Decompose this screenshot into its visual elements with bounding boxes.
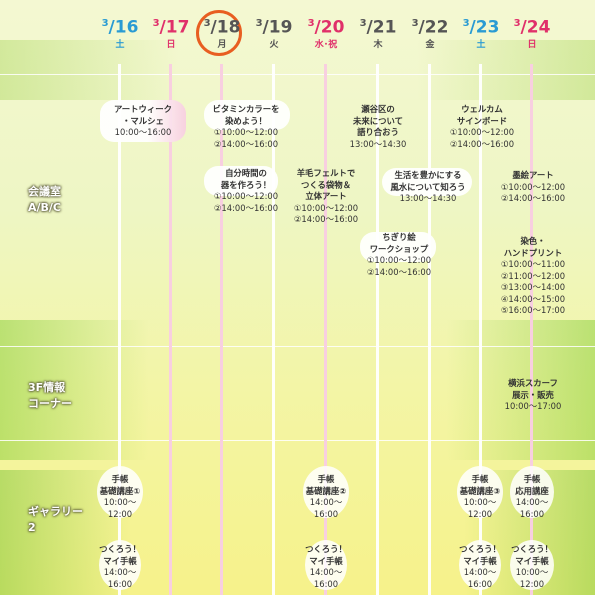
event-felt-bag-art: 羊毛フェルトで つくる袋物＆ 立体アート ①10:00～12:00 ②14:00～16… — [293, 168, 359, 224]
event-bubble — [510, 466, 554, 518]
event-make-my-planner-3-20: つくろう！ マイ手帳 14:00～ 16:00 — [305, 544, 347, 589]
event-bubble — [99, 540, 141, 590]
room-label-conference: 会議室 A/B/C — [28, 185, 62, 214]
day-line-3-17 — [169, 64, 172, 595]
event-bubble — [100, 100, 186, 142]
background-band — [0, 40, 595, 100]
day-header-3-16: 3/16 土 — [101, 17, 139, 50]
day-line-3-21 — [376, 64, 379, 595]
event-bubble — [305, 540, 347, 590]
event-planner-basic-2: 手帳 基礎講座② 14:00～ 16:00 — [305, 474, 347, 519]
event-dye-hand-print: 染色・ ハンドプリント ①10:00～11:00 ②11:00～12:00 ③13:0… — [500, 236, 566, 315]
day-header-3-18: 3/18 月 — [203, 17, 241, 50]
room-label-gallery: ギャラリー 2 — [28, 505, 83, 534]
event-art-week-marche: アートウィーク ・マルシェ 10:00～16:00 — [113, 104, 173, 137]
day-line-3-23 — [479, 64, 482, 595]
event-planner-advanced: 手帳 応用講座 14:00～ 16:00 — [515, 474, 549, 519]
event-bubble — [459, 540, 501, 590]
day-header-3-20: 3/20 水･祝 — [307, 17, 345, 50]
event-make-my-planner-3-24: つくろう！ マイ手帳 10:00～ 12:00 — [511, 544, 553, 589]
day-line-3-16 — [118, 64, 121, 595]
day-line-3-20 — [324, 64, 327, 595]
event-bubble — [303, 466, 349, 518]
event-fengshui-talk: 生活を豊かにする 風水について知ろう 13:00～14:30 — [390, 170, 466, 203]
today-marker-circle — [196, 10, 242, 56]
event-planner-basic-1: 手帳 基礎講座① 10:00～ 12:00 — [99, 474, 141, 519]
event-bubble — [382, 168, 472, 196]
day-line-3-18 — [220, 64, 223, 595]
day-header-3-24: 3/24 日 — [513, 17, 551, 50]
day-header-3-23: 3/23 土 — [462, 17, 500, 50]
day-line-3-24 — [530, 64, 533, 595]
event-bubble — [204, 166, 278, 196]
event-my-time-vessel: 自分時間の 器を作ろう！ ①10:00～12:00 ②14:00～16:00 — [213, 168, 279, 213]
day-line-3-22 — [428, 64, 431, 595]
day-header-3-17: 3/17 日 — [152, 17, 190, 50]
divider — [0, 440, 595, 441]
divider — [0, 74, 595, 75]
background-band — [0, 470, 595, 595]
day-header-3-21: 3/21 木 — [359, 17, 397, 50]
event-bubble — [204, 100, 290, 130]
event-seya-future-talk: 瀬谷区の 未来について 語り合おう 13:00～14:30 — [349, 104, 407, 149]
divider — [0, 346, 595, 347]
event-chigiri-e-workshop: ちぎり絵 ワークショップ ①10:00～12:00 ②14:00～16:00 — [366, 232, 432, 277]
day-header-3-22: 3/22 金 — [411, 17, 449, 50]
event-sumi-e-art: 墨絵アート ①10:00～12:00 ②14:00～16:00 — [500, 170, 566, 203]
day-line-3-19 — [272, 64, 275, 595]
event-vitamin-color-dyeing: ビタミンカラーを 染めよう！ ①10:00～12:00 ②14:00～16:00 — [212, 104, 280, 149]
background-band — [0, 320, 595, 460]
event-welcome-signboard: ウェルカム サインボード ①10:00～12:00 ②14:00～16:00 — [449, 104, 515, 149]
day-header-3-19: 3/19 火 — [255, 17, 293, 50]
event-bubble — [510, 540, 554, 590]
room-label-info-corner: 3F情報 コーナー — [28, 381, 72, 410]
event-planner-basic-3: 手帳 基礎講座③ 10:00～ 12:00 — [459, 474, 501, 519]
event-bubble — [360, 232, 436, 262]
event-yokohama-scarf: 横浜スカーフ 展示・販売 10:00～17:00 — [504, 378, 562, 411]
event-make-my-planner-3-16: つくろう！ マイ手帳 14:00～ 16:00 — [99, 544, 141, 589]
event-bubble — [97, 466, 143, 518]
event-make-my-planner-3-23: つくろう！ マイ手帳 14:00～ 16:00 — [459, 544, 501, 589]
event-bubble — [457, 466, 503, 518]
